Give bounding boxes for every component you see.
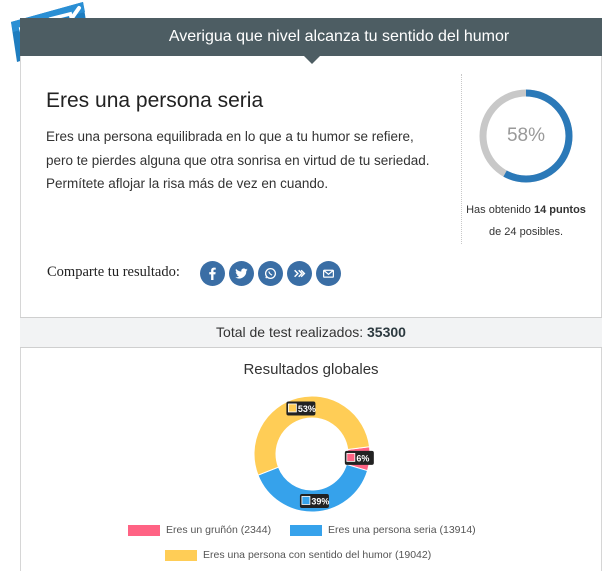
description-line: Eres una persona equilibrada en lo que a… bbox=[46, 129, 414, 144]
legend-label: Eres una persona seria (13914) bbox=[328, 524, 476, 536]
global-results-donut: 6% 39% 53% bbox=[253, 395, 374, 513]
total-tests-label: Total de test realizados: bbox=[216, 324, 364, 340]
legend-swatch bbox=[165, 549, 197, 561]
score-prefix: Has obtenido bbox=[466, 204, 531, 216]
slice-percent-label: 39% bbox=[299, 493, 329, 508]
legend-item[interactable]: Eres una persona con sentido del humor (… bbox=[165, 549, 431, 561]
xing-icon[interactable] bbox=[287, 261, 312, 286]
total-tests-count: 35300 bbox=[367, 324, 406, 340]
section-divider bbox=[461, 74, 462, 244]
result-title: Eres una persona seria bbox=[46, 89, 264, 112]
slice-percent-label: 6% bbox=[344, 450, 374, 465]
slice-seria[interactable] bbox=[257, 463, 369, 513]
whatsapp-icon[interactable] bbox=[258, 261, 283, 286]
total-tests-bar: Total de test realizados: 35300 bbox=[20, 317, 602, 348]
twitter-icon[interactable] bbox=[229, 261, 254, 286]
legend-label: Eres un gruñón (2344) bbox=[166, 524, 272, 536]
slice-percent-label: 53% bbox=[286, 401, 316, 416]
legend-item[interactable]: Eres una persona seria (13914) bbox=[290, 524, 476, 536]
share-buttons bbox=[200, 261, 341, 286]
share-label: Comparte tu resultado: bbox=[47, 264, 180, 280]
slice-humor[interactable] bbox=[253, 395, 371, 476]
legend-swatch bbox=[290, 524, 322, 536]
legend-label: Eres una persona con sentido del humor (… bbox=[203, 549, 432, 561]
chart-title: Resultados globales bbox=[243, 361, 379, 378]
score-points: 14 puntos bbox=[533, 204, 586, 216]
result-card bbox=[20, 18, 602, 571]
description-line: Permítete aflojar la risa más de vez en … bbox=[46, 176, 329, 191]
score-percent: 58% bbox=[506, 125, 546, 146]
score-ring bbox=[479, 89, 573, 183]
legend-swatch bbox=[128, 524, 160, 536]
quiz-header: Averigua que nivel alcanza tu sentido de… bbox=[20, 18, 602, 56]
score-ring-fill bbox=[479, 89, 573, 183]
score-summary: Has obtenido 14 puntos de 24 posibles. bbox=[462, 199, 590, 243]
svg-text:39%: 39% bbox=[311, 496, 329, 506]
description-line: pero te pierdes alguna que otra sonrisa … bbox=[46, 152, 430, 168]
header-notch bbox=[304, 56, 320, 64]
email-icon[interactable] bbox=[316, 261, 341, 286]
svg-text:6%: 6% bbox=[356, 453, 369, 463]
svg-text:53%: 53% bbox=[298, 404, 316, 414]
facebook-icon[interactable] bbox=[200, 261, 225, 286]
legend-item[interactable]: Eres un gruñón (2344) bbox=[128, 524, 271, 536]
score-suffix: de 24 posibles. bbox=[489, 226, 563, 238]
result-description: Eres una persona equilibrada en lo que a… bbox=[46, 125, 446, 196]
quiz-title: Averigua que nivel alcanza tu sentido de… bbox=[168, 28, 510, 45]
